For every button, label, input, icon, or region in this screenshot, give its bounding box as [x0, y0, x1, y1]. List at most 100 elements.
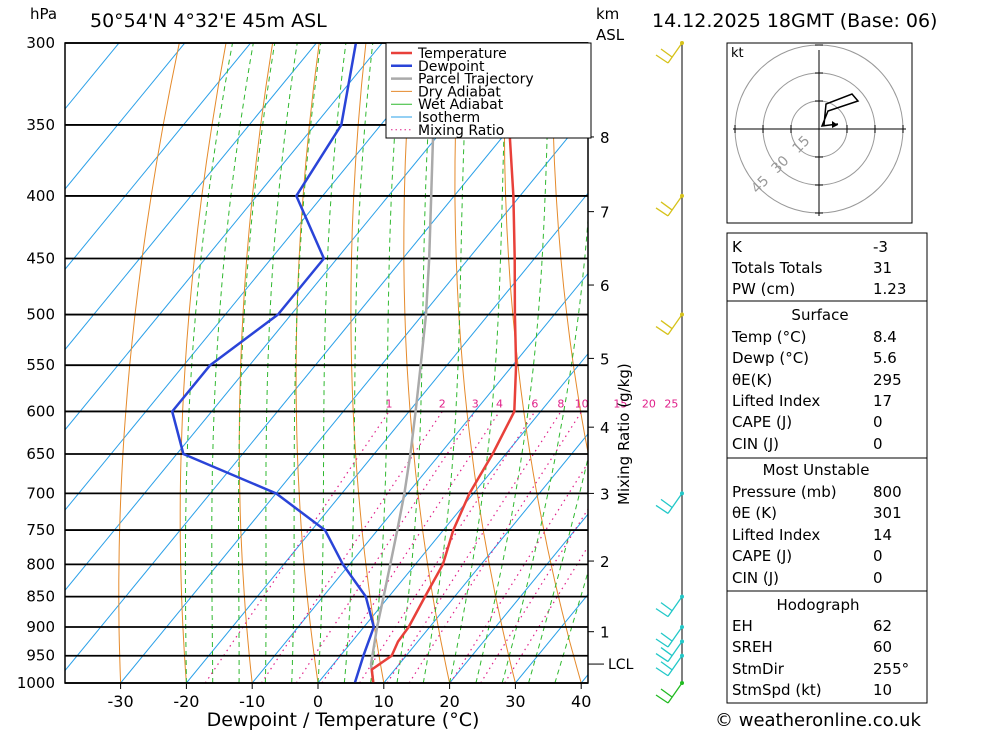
wind-barb: [655, 42, 683, 64]
eh-label: EH: [732, 617, 753, 635]
mixing-ratio-value: 25: [664, 397, 678, 410]
pressure-tick-label: 350: [26, 116, 55, 134]
x-tick-label: 10: [374, 692, 394, 711]
wind-barb: [655, 195, 683, 217]
wet-adiabat-line: [211, 43, 254, 683]
stmspd-label: StmSpd (kt): [732, 681, 822, 699]
dry-adiabat-line: [295, 43, 320, 683]
asl-unit-label: ASL: [596, 26, 625, 44]
tt-label: Totals Totals: [731, 259, 823, 277]
mixing-ratio-line: [261, 411, 443, 683]
pressure-tick-label: 500: [26, 306, 55, 324]
mu-pressure-label: Pressure (mb): [732, 483, 837, 501]
hodo-title: Hodograph: [776, 596, 859, 614]
surface-title: Surface: [791, 306, 848, 324]
surface-cin-label: CIN (J): [732, 435, 779, 453]
dry-adiabat-line: [909, 0, 1000, 709]
pressure-tick-label: 300: [26, 34, 55, 52]
pw-label: PW (cm): [732, 280, 795, 298]
mixing-ratio-line: [449, 461, 588, 683]
stmdir-label: StmDir: [732, 660, 785, 678]
legend-label: Wet Adiabat: [418, 97, 504, 113]
mixing-ratio-value: 15: [613, 397, 627, 410]
wet-adiabat-line: [370, 43, 403, 683]
location-title: 50°54'N 4°32'E 45m ASL: [90, 10, 327, 32]
pressure-tick-label: 900: [26, 618, 55, 636]
tt-value: 31: [873, 259, 892, 277]
plot-frame: [64, 42, 589, 684]
wind-barb: [655, 314, 683, 336]
dry-adiabat-line: [179, 43, 227, 683]
lcl-label: LCL: [608, 657, 634, 673]
dry-adiabat-line: [551, 43, 588, 456]
mixing-ratio-value: 1: [386, 397, 393, 410]
hpa-unit-label: hPa: [30, 5, 57, 23]
mu-cin-label: CIN (J): [732, 569, 779, 587]
surface-temp-value: 8.4: [873, 328, 897, 346]
pressure-tick-label: 550: [26, 356, 55, 374]
wind-barb: [655, 655, 683, 677]
km-tick-label: 8: [600, 129, 610, 147]
x-tick-label: 0: [313, 692, 323, 711]
k-value: -3: [873, 238, 888, 256]
wet-adiabat-line: [501, 214, 588, 683]
sreh-label: SREH: [732, 638, 773, 656]
mu-thetae-label: θE (K): [732, 504, 777, 522]
dewpoint-line: [170, 43, 376, 683]
legend-box: [385, 42, 592, 139]
surface-temp-label: Temp (°C): [731, 328, 806, 346]
surface-li-label: Lifted Index: [732, 392, 820, 410]
pressure-tick-label: 950: [26, 647, 55, 665]
isotherm-line: [383, 433, 588, 683]
mixing-ratio-value: 6: [531, 397, 538, 410]
wind-barb: [655, 493, 683, 514]
wet-adiabat-line: [396, 43, 435, 683]
wet-adiabat-line: [449, 43, 509, 683]
parcel-trajectory-line: [369, 43, 443, 683]
temperature-line: [370, 43, 518, 683]
km-tick-label: 1: [600, 624, 610, 642]
wind-barb: [655, 682, 683, 704]
copyright-link[interactable]: © weatheronline.co.uk: [715, 710, 921, 731]
wet-adiabat-line: [264, 43, 298, 683]
profile-series: [170, 43, 518, 683]
pw-value: 1.23: [873, 280, 906, 298]
stmdir-value: 255°: [873, 660, 909, 678]
surface-cape-value: 0: [873, 413, 883, 431]
x-tick-label: 20: [439, 692, 459, 711]
mixing-ratio-axis-label: Mixing Ratio (g/kg): [615, 363, 633, 505]
legend-label: Mixing Ratio: [418, 123, 504, 139]
mixing-ratio-value: 8: [557, 397, 564, 410]
x-tick-label: -10: [239, 692, 265, 711]
isotherm-line: [65, 43, 186, 190]
mu-li-label: Lifted Index: [732, 526, 820, 544]
legend-label: Isotherm: [418, 110, 480, 126]
dry-adiabat-line: [118, 43, 180, 683]
surface-dewp-value: 5.6: [873, 349, 897, 367]
surface-dewp-label: Dewp (°C): [732, 349, 809, 367]
wet-adiabat-line: [554, 570, 588, 683]
pressure-tick-label: 650: [26, 445, 55, 463]
hodograph-trace: [820, 93, 860, 127]
k-label: K: [732, 238, 743, 256]
km-tick-label: 6: [600, 277, 610, 295]
isotherm-line: [65, 43, 120, 110]
mixing-ratio-value: 20: [642, 397, 656, 410]
surface-cin-value: 0: [873, 435, 883, 453]
mixing-ratio-value: 3: [472, 397, 479, 410]
mu-li-value: 14: [873, 526, 892, 544]
mu-cin-value: 0: [873, 569, 883, 587]
wet-adiabat-line: [238, 43, 276, 683]
x-tick-label: 30: [505, 692, 525, 711]
legend-label: Parcel Trajectory: [418, 72, 534, 88]
pressure-tick-label: 600: [26, 402, 55, 420]
eh-value: 62: [873, 617, 892, 635]
wet-adiabat-line: [291, 43, 322, 683]
datetime-title: 14.12.2025 18GMT (Base: 06): [652, 10, 937, 32]
mu-cape-label: CAPE (J): [732, 547, 792, 565]
km-tick-label: 7: [600, 204, 610, 222]
wind-barb: [655, 596, 683, 618]
axes: 3003504004505005506006507007508008509009…: [17, 34, 610, 711]
pressure-tick-label: 400: [26, 187, 55, 205]
